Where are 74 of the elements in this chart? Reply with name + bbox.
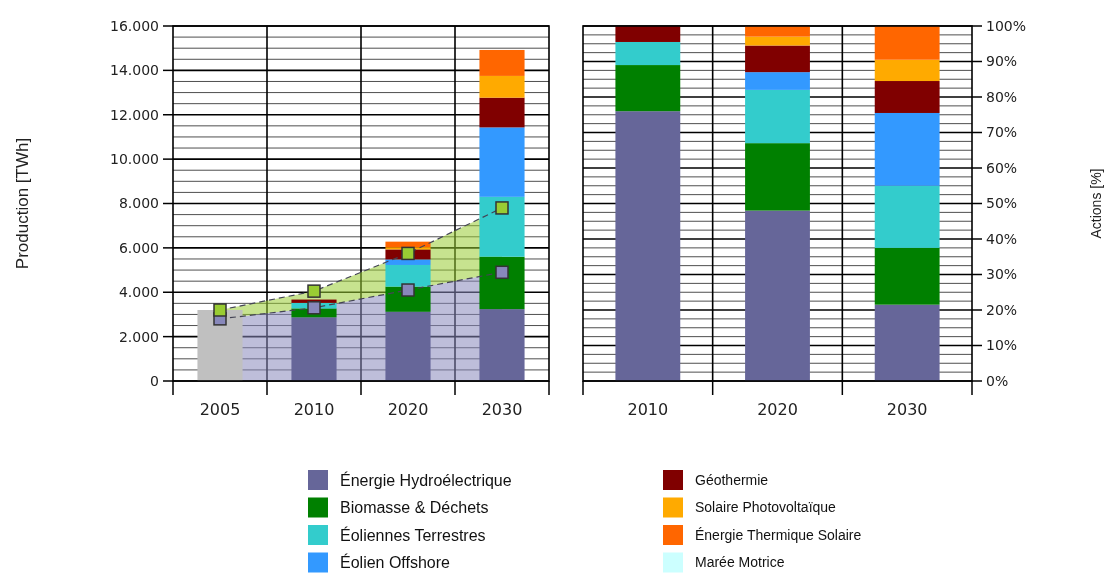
bar [745, 143, 810, 211]
y-tick-label: 60% [986, 159, 1018, 176]
legend-label: Géothermie [695, 471, 769, 488]
bar [479, 127, 525, 197]
y-tick-label: 70% [986, 124, 1018, 141]
bar [479, 196, 525, 257]
bar [745, 26, 810, 37]
point [213, 303, 227, 317]
y-axis-title: Actions [%] [1087, 168, 1104, 239]
y-tick-label: 2.000 [118, 328, 159, 345]
bar [745, 36, 810, 46]
bar [385, 259, 431, 265]
x-tick-label: 2010 [627, 400, 669, 419]
point [495, 265, 509, 280]
legend-label: Marée Motrice [695, 554, 785, 571]
point [401, 283, 415, 297]
bar [745, 210, 810, 381]
y-tick-label: 10% [986, 337, 1018, 354]
legend-label: Biomasse & Déchets [340, 499, 489, 517]
y-tick-label: 4.000 [118, 284, 159, 301]
x-tick-label: 2010 [293, 400, 335, 419]
bar [874, 304, 940, 381]
bar [615, 65, 681, 112]
y-axis-title: Production [TWh] [12, 137, 32, 270]
bar [615, 111, 681, 381]
legend-label: Solaire Photovoltaïque [695, 499, 837, 516]
y-tick-label: 100% [986, 17, 1027, 34]
bar [291, 317, 337, 381]
bar [615, 26, 681, 42]
point [307, 301, 321, 315]
y-tick-label: 14.000 [110, 62, 159, 79]
bar [385, 264, 431, 287]
legend-label: Énergie Hydroélectrique [340, 470, 512, 489]
bar [479, 256, 525, 310]
bar [479, 97, 525, 128]
y-tick-label: 0 [150, 372, 159, 389]
bar [874, 112, 940, 186]
bar [479, 309, 525, 381]
bar [745, 89, 810, 144]
x-tick-label: 2030 [886, 400, 928, 419]
bar [874, 59, 940, 82]
y-tick-label: 90% [986, 53, 1018, 70]
x-tick-label: 2020 [757, 400, 798, 419]
y-tick-label: 8.000 [118, 195, 159, 212]
legend-label: Éolien Offshore [340, 553, 451, 572]
legend-label: Énergie Thermique Solaire [695, 526, 862, 543]
bar [197, 310, 243, 381]
point [495, 201, 509, 215]
y-tick-label: 50% [986, 195, 1018, 212]
y-tick-label: 30% [986, 266, 1018, 283]
bar [479, 49, 525, 76]
bar [745, 45, 810, 73]
y-tick-label: 40% [986, 230, 1018, 247]
bar [745, 72, 810, 90]
bar [874, 247, 940, 305]
bar [479, 75, 525, 98]
x-tick-label: 2020 [387, 400, 429, 419]
y-tick-label: 80% [986, 88, 1018, 105]
y-tick-label: 12.000 [110, 106, 159, 123]
y-tick-label: 0% [986, 372, 1009, 389]
point [401, 246, 415, 261]
y-tick-label: 6.000 [118, 239, 159, 256]
bar [385, 311, 431, 381]
bar [874, 81, 940, 113]
y-tick-label: 16.000 [110, 17, 159, 34]
y-tick-label: 10.000 [110, 151, 159, 168]
legend-label: Éoliennes Terrestres [340, 525, 486, 544]
bar [874, 185, 940, 248]
bar [615, 41, 681, 66]
y-tick-label: 20% [986, 301, 1018, 318]
x-tick-label: 2030 [481, 400, 523, 419]
bar [874, 26, 940, 60]
x-tick-label: 2005 [199, 400, 241, 419]
point [307, 284, 321, 298]
